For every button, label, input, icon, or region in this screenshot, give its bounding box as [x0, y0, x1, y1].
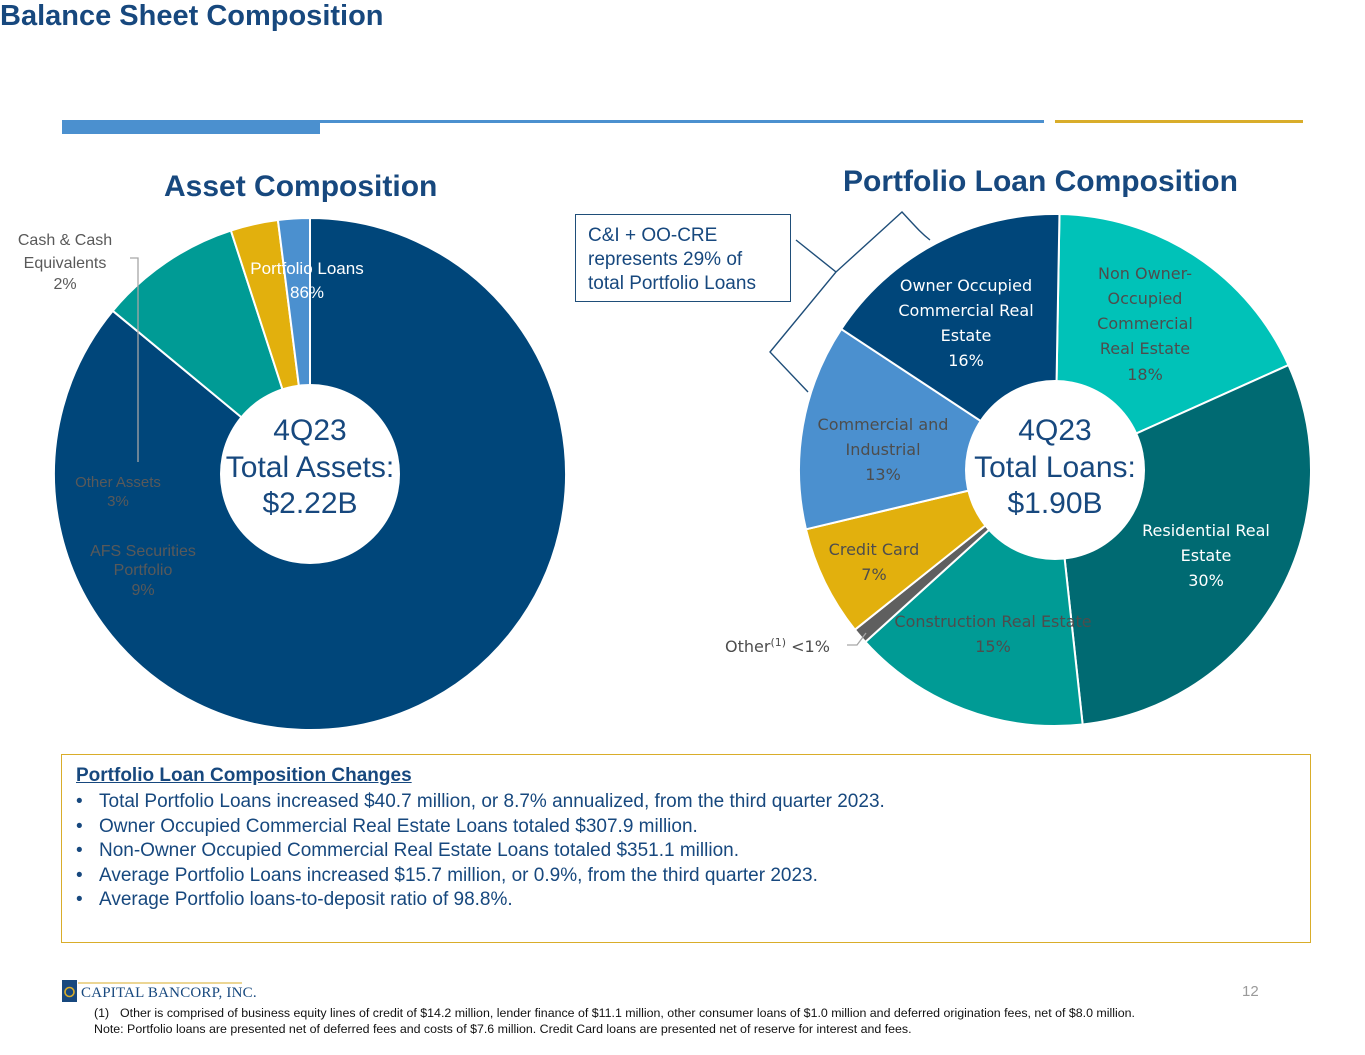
loan-label-other: Other(1) <1% — [725, 636, 830, 656]
callout-text: C&I + OO-CRE represents 29% of total Por… — [588, 225, 756, 294]
loan-label-ci-2: Industrial — [845, 440, 920, 459]
asset-center-line2: Total Assets: — [226, 451, 394, 484]
asset-value-other-assets: 3% — [107, 493, 129, 510]
loan-label-residential-2: Estate — [1181, 546, 1232, 565]
loan-center-line3: $1.90B — [1007, 487, 1102, 520]
asset-center-line1: 4Q23 — [273, 414, 346, 447]
loan-value-credit-card: 7% — [861, 565, 886, 584]
asset-center-line3: $2.22B — [262, 487, 357, 520]
asset-chart-title: Asset Composition — [164, 170, 438, 203]
loan-value-ci: 13% — [865, 465, 901, 484]
callout-brace — [769, 211, 931, 393]
changes-title: Portfolio Loan Composition Changes — [76, 765, 412, 786]
loan-value-nocre: 18% — [1127, 365, 1163, 384]
loan-value-residential: 30% — [1188, 571, 1224, 590]
footnote-other: (1) Other is comprised of business equity… — [94, 1006, 1135, 1020]
loan-label-nocre-2: Occupied — [1108, 289, 1183, 308]
other-leader-line — [847, 632, 867, 646]
page-number: 12 — [1242, 983, 1259, 1000]
asset-donut-hole — [220, 384, 400, 564]
asset-label-afs-1: AFS Securities — [90, 543, 196, 560]
callout-box: C&I + OO-CRE represents 29% of total Por… — [575, 214, 791, 302]
footnote-other-text: Other is comprised of business equity li… — [120, 1006, 1135, 1020]
changes-list: Total Portfolio Loans increased $40.7 mi… — [76, 790, 1296, 913]
list-item: Owner Occupied Commercial Real Estate Lo… — [76, 815, 1296, 840]
list-item: Total Portfolio Loans increased $40.7 mi… — [76, 790, 1296, 815]
list-item: Non-Owner Occupied Commercial Real Estat… — [76, 839, 1296, 864]
asset-value-portfolio-loans: 86% — [290, 283, 324, 302]
loan-value-construction: 15% — [975, 637, 1011, 656]
charts-canvas: Portfolio Loans 86% Cash & Cash Equivale… — [18, 211, 1312, 731]
loan-value-oocre: 16% — [948, 351, 984, 370]
asset-label-cash-2: Equivalents — [24, 255, 107, 272]
loan-label-oocre-3: Estate — [941, 326, 992, 345]
loan-label-nocre-4: Real Estate — [1100, 339, 1190, 358]
loan-label-construction: Construction Real Estate — [894, 612, 1091, 631]
loan-label-credit-card: Credit Card — [829, 540, 920, 559]
asset-value-afs: 9% — [131, 582, 154, 599]
title-rule-thick — [62, 121, 320, 134]
list-item: Average Portfolio Loans increased $15.7 … — [76, 864, 1296, 889]
asset-label-cash: Cash & Cash — [18, 232, 112, 249]
title-rule-gold — [1055, 120, 1303, 123]
changes-box: Portfolio Loan Composition Changes Total… — [61, 754, 1311, 943]
title-rule-blue — [62, 120, 1044, 123]
asset-label-other-assets: Other Assets — [75, 474, 161, 491]
loan-label-nocre-1: Non Owner- — [1098, 264, 1192, 283]
footnote-number: (1) — [94, 1006, 110, 1020]
loan-label-nocre-3: Commercial — [1097, 314, 1193, 333]
asset-label-afs-2: Portfolio — [114, 562, 173, 579]
logo-swirl-icon — [64, 986, 75, 998]
loan-label-oocre-2: Commercial Real — [898, 301, 1033, 320]
loan-center-line2: Total Loans: — [974, 451, 1136, 484]
asset-value-cash: 2% — [53, 276, 76, 293]
asset-label-portfolio-loans: Portfolio Loans — [250, 259, 363, 278]
loan-label-oocre-1: Owner Occupied — [900, 276, 1032, 295]
loan-label-ci-1: Commercial and — [818, 415, 949, 434]
cash-leader-line — [130, 257, 139, 462]
company-logo — [62, 980, 242, 1002]
logo-mark — [62, 980, 77, 1002]
page-title: Balance Sheet Composition — [0, 0, 384, 32]
loan-donut-hole — [965, 380, 1145, 560]
logo-text: CAPITAL BANCORP, INC. — [81, 985, 257, 1001]
loan-label-residential-1: Residential Real — [1142, 521, 1270, 540]
loan-chart-title: Portfolio Loan Composition — [843, 165, 1238, 198]
loan-center-line1: 4Q23 — [1018, 414, 1091, 447]
list-item: Average Portfolio loans-to-deposit ratio… — [76, 888, 1296, 913]
footnote-note: Note: Portfolio loans are presented net … — [94, 1022, 912, 1036]
